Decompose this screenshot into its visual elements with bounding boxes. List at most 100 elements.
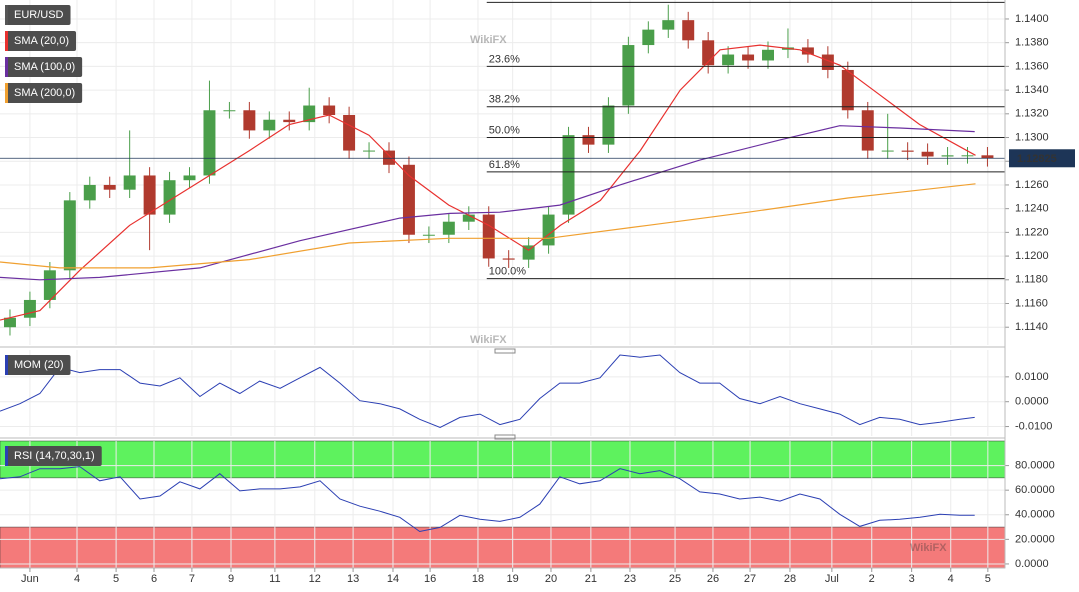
candle-body <box>642 29 655 46</box>
x-tick-label: 2 <box>869 573 875 585</box>
candle-body <box>23 299 36 318</box>
x-tick-label: 4 <box>74 573 80 585</box>
candle-body <box>303 105 316 123</box>
y-tick-label: 1.1380 <box>1015 37 1049 49</box>
candle-body <box>323 105 336 115</box>
legend-swatch <box>5 31 8 51</box>
y-tick-label: 1.1260 <box>1015 179 1049 191</box>
fib-level-label: 38.2% <box>489 94 520 106</box>
legend-label: SMA (200,0) <box>14 87 75 99</box>
legend-item: RSI (14,70,30,1) <box>5 446 102 466</box>
candle-body <box>961 155 974 157</box>
candle-body <box>402 164 415 235</box>
x-tick-label: Jul <box>825 573 839 585</box>
x-tick-label: 21 <box>585 573 597 585</box>
watermark: WikiFX <box>470 334 507 346</box>
legend-item: SMA (200,0) <box>5 83 83 103</box>
fib-level-label: 100.0% <box>489 266 527 278</box>
candle-body <box>861 110 874 151</box>
candle-body <box>682 20 695 41</box>
legend-item: EUR/USD <box>5 5 71 25</box>
x-tick-label: 3 <box>909 573 915 585</box>
legend-box <box>5 31 77 51</box>
y-tick-label: -0.0100 <box>1015 420 1052 432</box>
candle-body <box>3 317 16 328</box>
candle-body <box>502 258 515 260</box>
x-tick-label: 19 <box>507 573 519 585</box>
candle-body <box>123 175 136 190</box>
candle-body <box>921 151 934 157</box>
x-tick-label: 5 <box>985 573 991 585</box>
candle-body <box>383 150 395 165</box>
candle-body <box>83 184 96 201</box>
candle-body <box>722 54 735 66</box>
candle-body <box>283 119 296 123</box>
candle-body <box>582 135 595 145</box>
overlay: 1.1140 1.1160 1.1180 1.1200 1.1220 1.1240 1.12… <box>5 5 1075 585</box>
y-tick-label: 20.0000 <box>1015 533 1055 545</box>
y-tick-label: 0.0000 <box>1015 396 1049 408</box>
x-tick-label: 26 <box>707 573 719 585</box>
watermark: WikiFX <box>470 34 507 46</box>
sma-line <box>0 44 976 321</box>
y-tick-label: 1.1240 <box>1015 203 1049 215</box>
candle-body <box>183 175 196 181</box>
sma-line <box>0 125 975 281</box>
marks <box>0 1 1005 533</box>
candle-body <box>821 54 834 70</box>
candle-body <box>103 184 116 190</box>
panel-resize-handle[interactable] <box>494 434 516 440</box>
legend-item: SMA (20,0) <box>5 31 77 51</box>
candle-body <box>801 47 814 55</box>
candle-body <box>742 54 755 61</box>
y-tick-label: 1.1160 <box>1015 297 1048 309</box>
candle-body <box>343 115 356 151</box>
legend-item: MOM (20) <box>5 355 71 375</box>
legend-box <box>5 83 83 103</box>
legend-swatch <box>5 83 8 103</box>
y-tick-label: 1.1200 <box>1015 250 1049 262</box>
legend-box <box>5 57 83 77</box>
legend-swatch <box>5 355 8 375</box>
x-tick-label: 16 <box>424 573 436 585</box>
candle-body <box>43 270 56 300</box>
watermark: WikiFX <box>910 542 947 554</box>
panel-resize-handle[interactable] <box>494 348 516 354</box>
x-tick-label: 4 <box>948 573 954 585</box>
y-tick-label: 80.0000 <box>1015 459 1055 471</box>
x-tick-label: 14 <box>387 573 399 585</box>
y-tick-label: 1.1340 <box>1015 84 1049 96</box>
candle-body <box>702 40 715 66</box>
legend-swatch <box>5 57 8 77</box>
x-tick-label: 20 <box>545 573 557 585</box>
x-tick-label: Jun <box>21 573 39 585</box>
y-tick-label: 1.1220 <box>1015 226 1049 238</box>
candle-body <box>622 45 635 106</box>
x-tick-label: 6 <box>151 573 157 585</box>
last-price-box <box>1009 149 1075 168</box>
oversold-band <box>0 526 1006 569</box>
x-tick-label: 28 <box>784 573 796 585</box>
y-tick-label: 1.1300 <box>1015 131 1049 143</box>
candle-body <box>841 69 854 111</box>
candle-body <box>63 200 76 271</box>
candle-body <box>263 119 276 131</box>
candle-body <box>762 49 774 61</box>
frame <box>0 0 1006 569</box>
x-tick-label: 13 <box>347 573 359 585</box>
overbought-band <box>0 440 1006 479</box>
candle-body <box>662 20 675 30</box>
candle-body <box>482 214 495 259</box>
candle-body <box>981 155 994 159</box>
candle-body <box>143 175 156 215</box>
x-tick-label: 11 <box>269 573 280 585</box>
legend-box <box>5 355 71 375</box>
legend-box <box>5 446 102 466</box>
candle-body <box>442 221 455 235</box>
candle-body <box>562 135 575 215</box>
legend-label: MOM (20) <box>14 359 64 371</box>
candle-body <box>542 214 555 246</box>
y-tick-label: 40.0000 <box>1015 509 1055 521</box>
